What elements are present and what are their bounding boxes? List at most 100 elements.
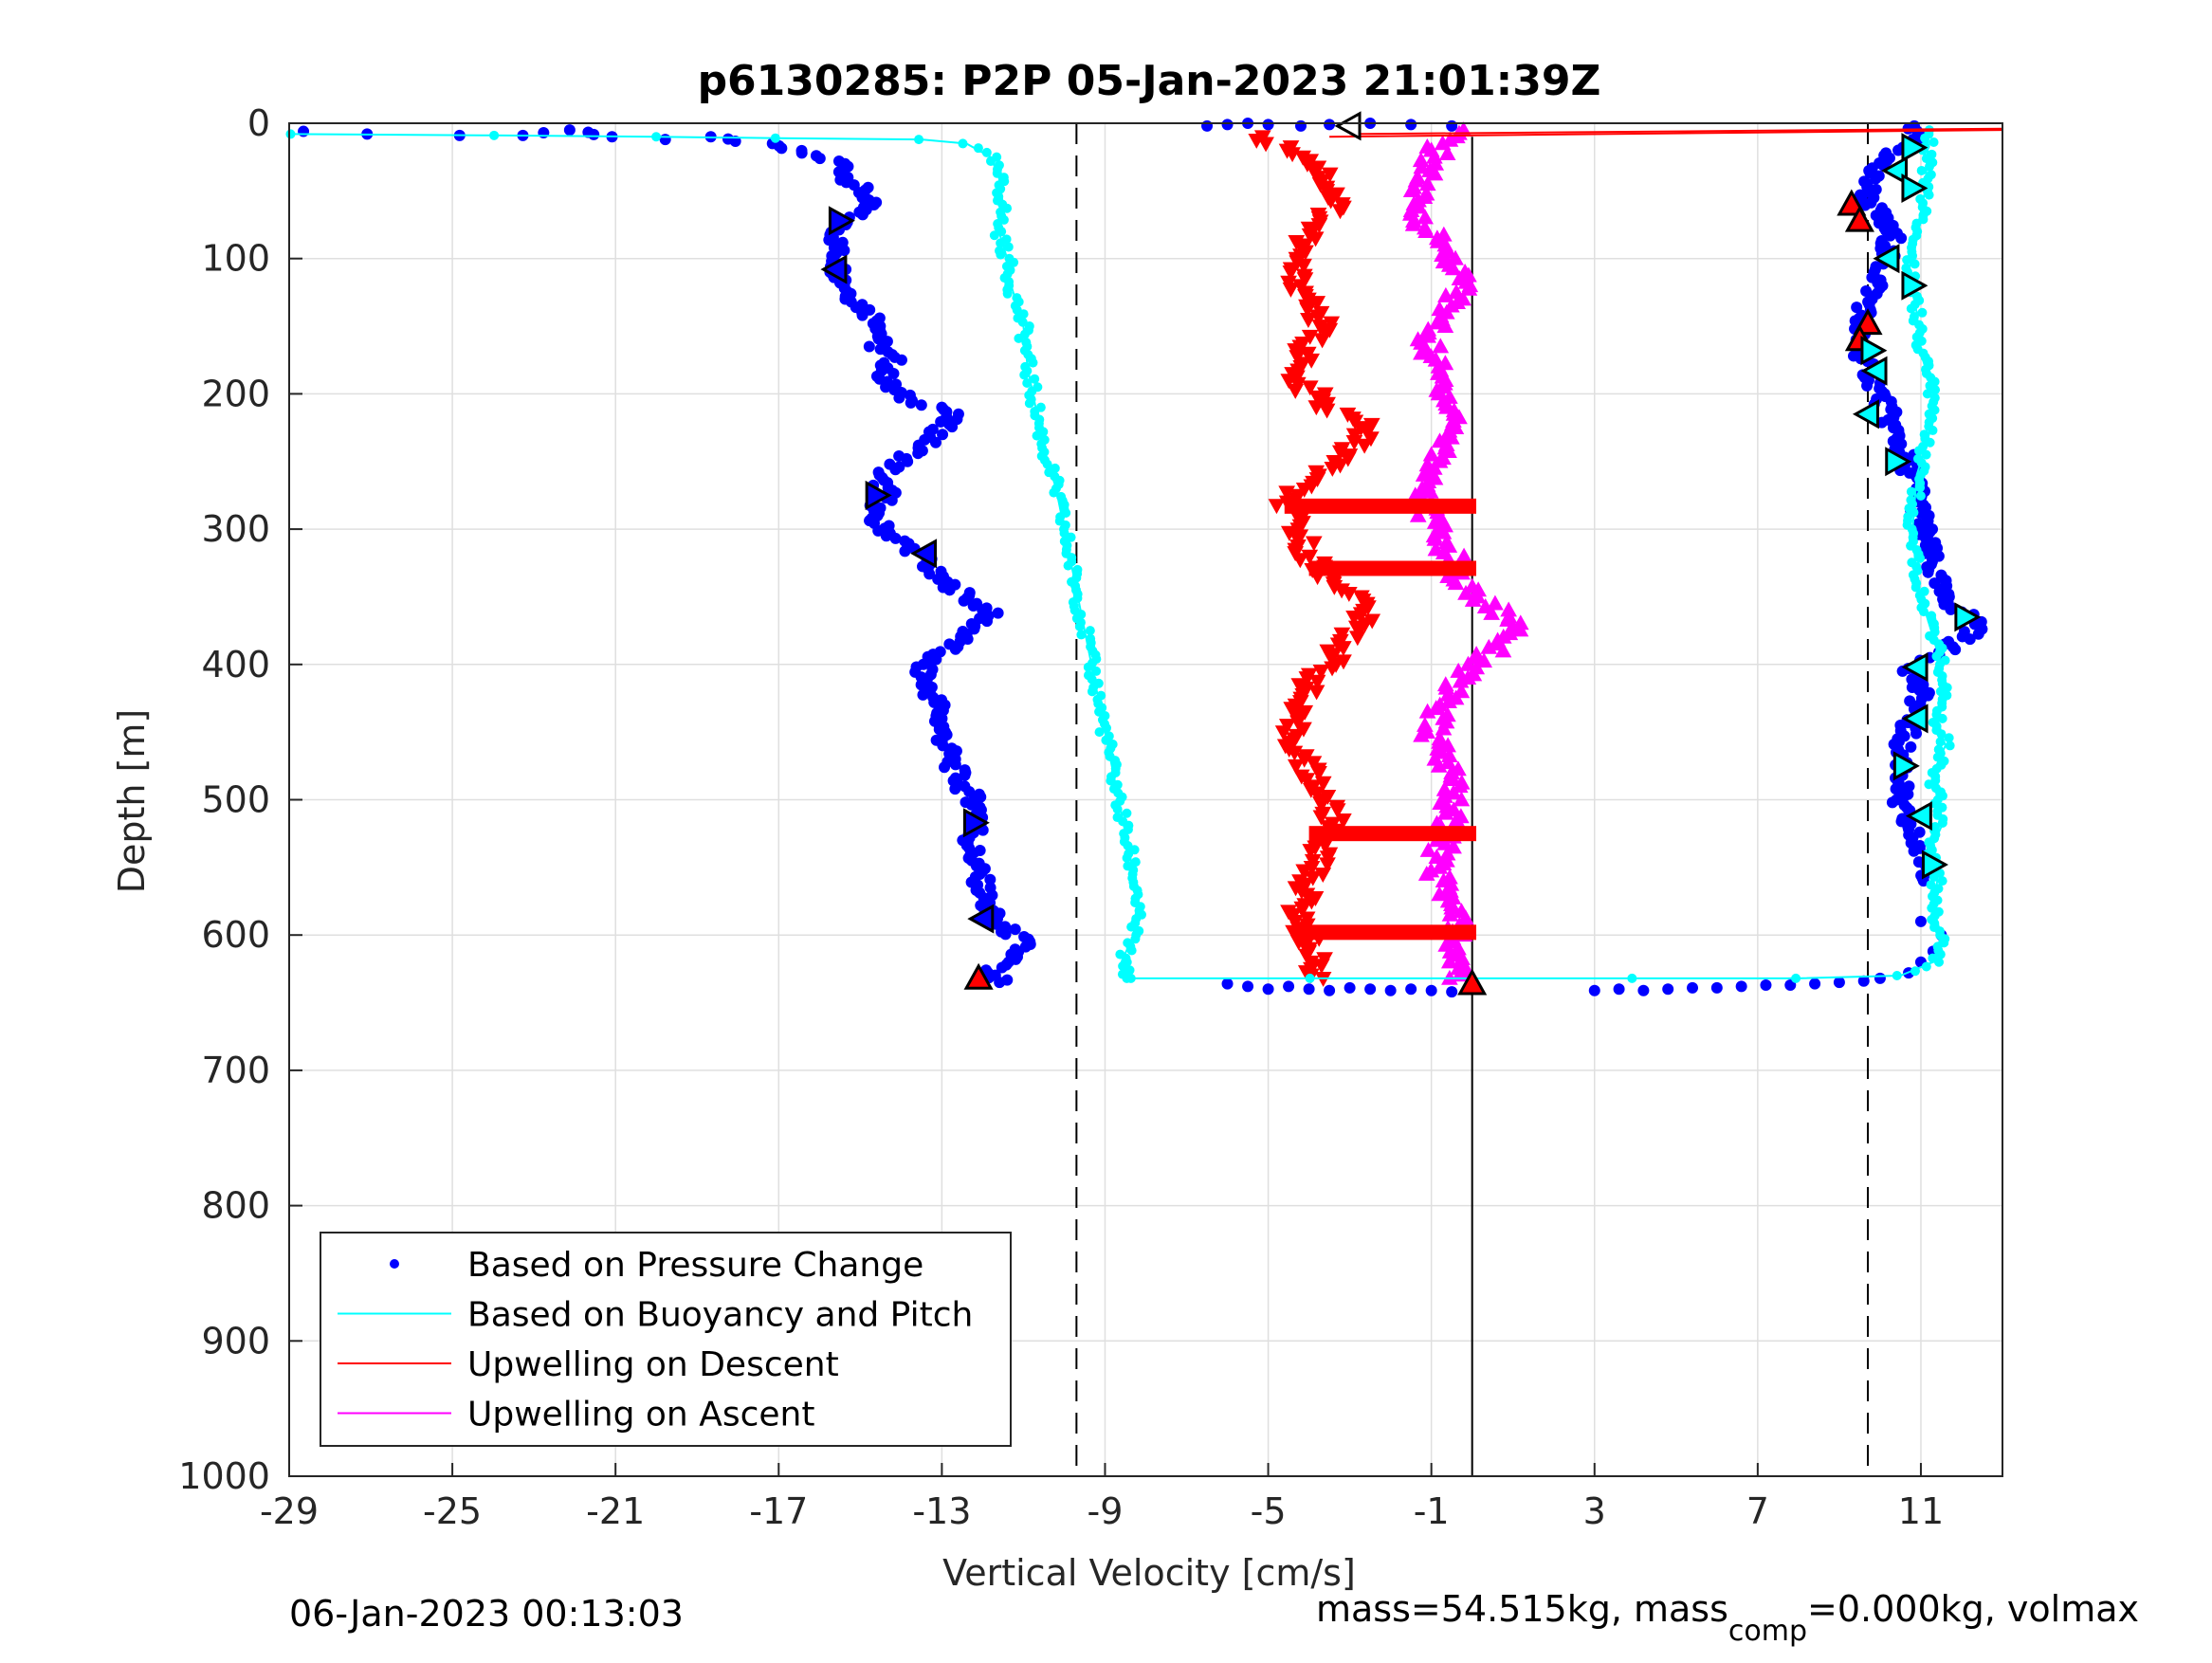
pressure-point xyxy=(932,573,944,585)
y-tick-label: 700 xyxy=(201,1050,270,1091)
buoyancy-point xyxy=(1929,393,1940,403)
x-tick-label: -13 xyxy=(912,1490,971,1532)
upwelling-marker xyxy=(1431,858,1449,874)
buoyancy-point xyxy=(1916,165,1927,175)
buoyancy-point xyxy=(1912,453,1923,464)
buoyancy-point xyxy=(1106,776,1116,786)
pressure-point xyxy=(984,873,996,886)
pressure-point xyxy=(889,464,902,476)
outlined-marker xyxy=(1892,751,1920,781)
upwelling-marker xyxy=(1307,685,1325,701)
y-tick-label: 200 xyxy=(201,373,270,414)
pressure-point xyxy=(887,367,900,379)
upwelling-marker xyxy=(1480,638,1498,654)
buoyancy-point xyxy=(1934,868,1945,878)
pressure-point xyxy=(1364,983,1377,996)
buoyancy-point xyxy=(770,133,780,143)
series-descent-horizontal-bands xyxy=(1284,498,1476,941)
y-tick-label: 800 xyxy=(201,1185,270,1227)
pressure-point xyxy=(1874,972,1886,984)
pressure-point xyxy=(1710,981,1723,994)
pressure-point xyxy=(1662,983,1674,996)
buoyancy-point xyxy=(1945,740,1955,751)
x-axis-label: Vertical Velocity [cm/s] xyxy=(942,1552,1356,1594)
legend: Based on Pressure Change Based on Buoyanc… xyxy=(320,1232,1012,1447)
pressure-point xyxy=(937,740,949,752)
outlined-marker xyxy=(1334,111,1362,141)
buoyancy-point xyxy=(1933,906,1944,917)
y-tick-label: 400 xyxy=(201,644,270,685)
pressure-point xyxy=(917,688,929,701)
upwelling-marker xyxy=(1305,536,1323,552)
y-tick-label: 1000 xyxy=(178,1455,270,1497)
buoyancy-point xyxy=(1918,442,1929,452)
buoyancy-point xyxy=(1933,744,1944,755)
pressure-point xyxy=(935,415,947,428)
pressure-point xyxy=(1905,740,1917,753)
buoyancy-point xyxy=(1074,621,1085,631)
pressure-point xyxy=(1344,981,1356,994)
buoyancy-point xyxy=(1094,727,1105,738)
y-tick-label: 0 xyxy=(247,102,270,144)
pressure-point xyxy=(1892,144,1905,156)
upwelling-marker xyxy=(1460,280,1478,296)
pressure-point xyxy=(1303,983,1315,996)
upwelling-marker xyxy=(1440,953,1458,969)
pressure-point xyxy=(912,448,924,460)
series-based-on-buoyancy-and-pitch xyxy=(285,125,1955,983)
buoyancy-point xyxy=(1126,922,1137,932)
legend-symbol-points xyxy=(390,1259,399,1269)
buoyancy-point xyxy=(1915,193,1926,204)
x-tick-label: 7 xyxy=(1746,1490,1769,1532)
buoyancy-point xyxy=(1928,717,1938,727)
pressure-point xyxy=(958,594,970,607)
x-tick-label: -17 xyxy=(749,1490,808,1532)
buoyancy-point xyxy=(1019,370,1030,380)
upwelling-marker xyxy=(1427,700,1445,716)
upwelling-marker xyxy=(1453,791,1471,807)
pressure-point xyxy=(949,783,961,795)
upwelling-marker xyxy=(1430,757,1448,773)
x-tick-label: -5 xyxy=(1251,1490,1287,1532)
upwelling-marker xyxy=(1426,165,1444,181)
pressure-point xyxy=(814,153,826,165)
pressure-point xyxy=(1809,978,1821,990)
buoyancy-point xyxy=(1906,495,1916,505)
outlined-marker xyxy=(1853,308,1883,336)
x-tick-label: -9 xyxy=(1088,1490,1124,1532)
upwelling-marker xyxy=(1494,642,1512,658)
descent-band xyxy=(1308,826,1476,842)
x-tick-label: -1 xyxy=(1414,1490,1450,1532)
buoyancy-point xyxy=(1926,880,1936,890)
buoyancy-point xyxy=(1122,852,1132,863)
buoyancy-point xyxy=(1130,857,1141,868)
footer-mass-post: =0.000kg, volmax xyxy=(1807,1588,2139,1630)
outlined-marker xyxy=(1921,850,1948,880)
upwelling-marker xyxy=(1282,265,1300,281)
descent-band xyxy=(1308,560,1476,576)
legend-box xyxy=(320,1232,1012,1447)
upwelling-marker xyxy=(1324,461,1342,477)
x-tick-label: -29 xyxy=(260,1490,319,1532)
descent-band xyxy=(1300,924,1476,941)
upwelling-marker xyxy=(1447,575,1465,591)
upwelling-marker xyxy=(1457,584,1474,600)
buoyancy-point xyxy=(1101,735,1111,745)
buoyancy-point xyxy=(1112,804,1123,814)
buoyancy-point xyxy=(1130,934,1141,944)
pressure-point xyxy=(937,429,949,441)
upwelling-marker xyxy=(1451,777,1469,794)
upwelling-marker xyxy=(1301,380,1319,396)
buoyancy-point xyxy=(1917,307,1928,318)
buoyancy-point xyxy=(1125,973,1136,983)
pressure-point xyxy=(992,607,1004,619)
pressure-point xyxy=(856,309,868,321)
reference-lines xyxy=(1075,123,1870,1476)
buoyancy-point xyxy=(1906,486,1916,497)
upwelling-marker xyxy=(1419,841,1437,857)
upwelling-marker xyxy=(1328,803,1346,819)
upwelling-marker xyxy=(1464,591,1482,607)
outlined-marker xyxy=(865,480,892,510)
buoyancy-point xyxy=(1909,312,1919,322)
buoyancy-point xyxy=(1126,945,1137,956)
